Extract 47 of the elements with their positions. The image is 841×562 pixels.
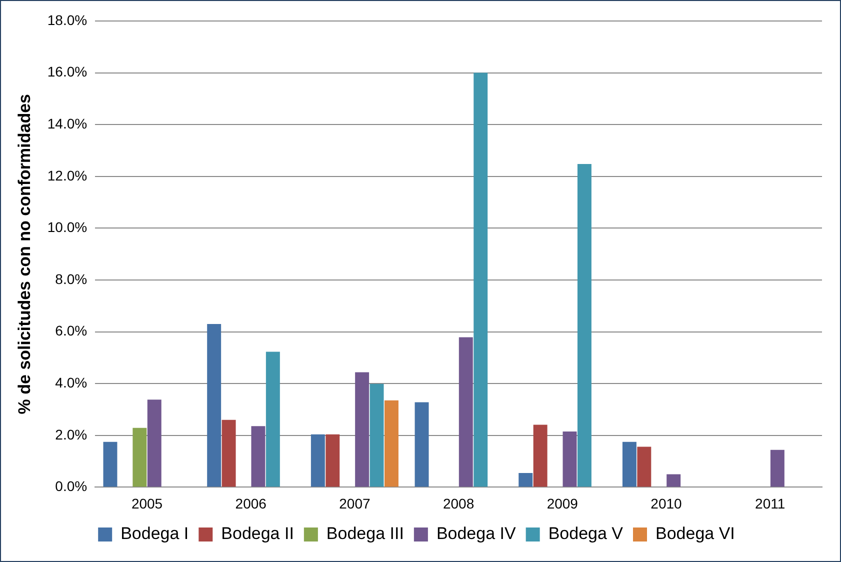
bar xyxy=(326,434,340,487)
y-tick-label: 18.0% xyxy=(47,12,88,28)
bar xyxy=(207,324,222,487)
y-tick-label: 6.0% xyxy=(55,322,88,339)
x-tick-label: 2011 xyxy=(755,495,786,512)
bar xyxy=(384,400,398,487)
bar xyxy=(251,426,266,487)
y-axis-title: % de solicitudes con no conformidades xyxy=(14,94,34,414)
bar xyxy=(474,72,488,487)
legend-label: Bodega III xyxy=(326,524,404,544)
y-tick-label: 0.0% xyxy=(55,478,88,494)
bar xyxy=(222,420,236,487)
bar xyxy=(533,424,548,487)
bar xyxy=(147,400,162,487)
bar xyxy=(518,472,533,487)
bar xyxy=(266,352,280,487)
x-tick-label: 2008 xyxy=(442,495,474,512)
bar xyxy=(666,474,681,487)
legend-label: Bodega II xyxy=(221,524,294,544)
y-tick-label: 12.0% xyxy=(47,167,88,184)
bar xyxy=(770,450,784,487)
x-tick-label: 2009 xyxy=(546,495,578,512)
y-tick-label: 10.0% xyxy=(47,219,88,236)
legend-label: Bodega IV xyxy=(436,524,516,544)
legend-label: Bodega V xyxy=(548,524,624,544)
y-tick-label: 8.0% xyxy=(55,270,88,287)
bar xyxy=(132,428,147,487)
y-tick-label: 16.0% xyxy=(47,64,88,80)
x-tick-label: 2007 xyxy=(339,495,370,512)
bar xyxy=(637,446,652,487)
legend-label: Bodega VI xyxy=(656,524,735,544)
bar xyxy=(458,337,473,487)
bar xyxy=(622,442,636,487)
bar xyxy=(370,384,384,487)
x-tick-label: 2010 xyxy=(650,495,682,512)
x-tick-label: 2005 xyxy=(131,495,163,512)
bar xyxy=(414,402,429,487)
bar xyxy=(562,432,577,487)
y-tick-label: 14.0% xyxy=(47,115,88,132)
bar xyxy=(577,164,592,487)
bar xyxy=(103,442,118,487)
legend-label: Bodega I xyxy=(120,524,189,544)
y-tick-label: 4.0% xyxy=(55,374,88,390)
bar xyxy=(310,434,325,487)
y-tick-label: 2.0% xyxy=(55,426,88,442)
bar xyxy=(355,372,370,487)
x-tick-label: 2006 xyxy=(235,495,267,512)
